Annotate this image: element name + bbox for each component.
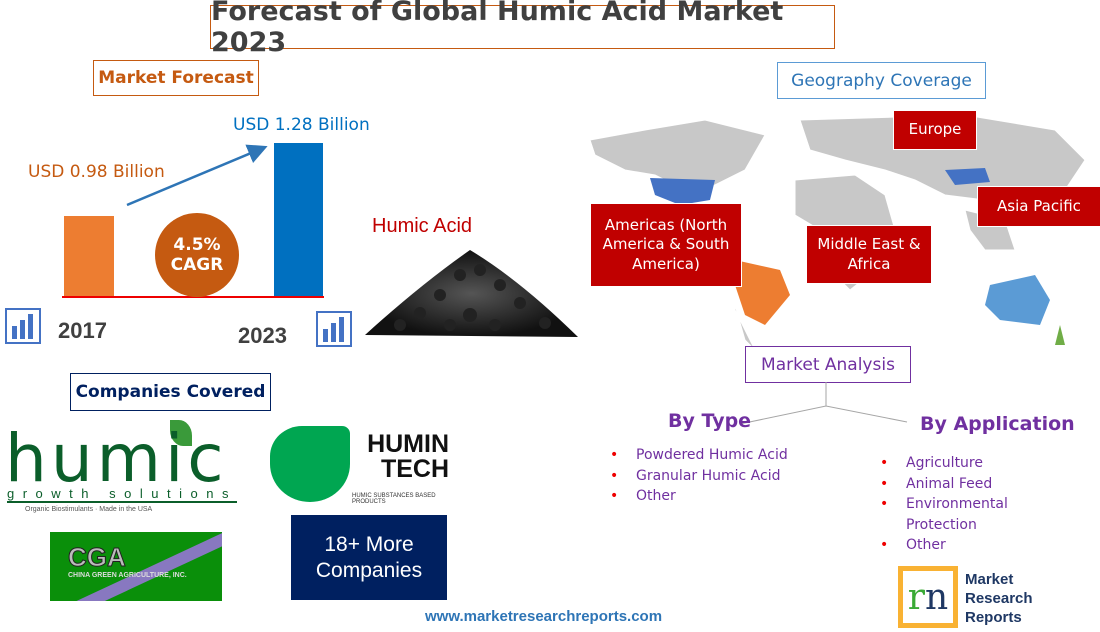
by-type-list: Powdered Humic Acid Granular Humic Acid … [610, 445, 788, 507]
humic-logo-sub: Organic Biostimulants · Made in the USA [25, 506, 153, 513]
list-item: Animal Feed [880, 474, 1030, 495]
leaf-icon [170, 420, 192, 446]
growth-arrow [126, 144, 268, 207]
cga-logo-name: CGA [68, 542, 127, 573]
humintech-logo-sub: HUMIC SUBSTANCES BASED PRODUCTS [352, 493, 436, 505]
geography-coverage-heading: Geography Coverage [777, 62, 986, 99]
region-europe: Europe [893, 110, 977, 150]
mrr-brand-text: Market Research Reports [965, 570, 1033, 627]
humic-logo: humic growth solutions Organic Biostimul… [5, 418, 237, 518]
leaf-circle-icon [270, 426, 350, 502]
more-companies-box: 18+ More Companies [291, 515, 447, 600]
bar-2023 [274, 143, 323, 296]
cagr-circle: 4.5% CAGR [155, 213, 239, 297]
humic-logo-name: humic [5, 420, 228, 497]
companies-covered-heading: Companies Covered [70, 373, 271, 411]
region-americas: Americas (North America & South America) [590, 203, 742, 287]
list-item: Other [880, 535, 1030, 556]
brand-line: Market [965, 571, 1014, 588]
baseline [62, 296, 324, 298]
humic-acid-label: Humic Acid [372, 215, 473, 237]
brand-line: Research [965, 590, 1033, 607]
year-2023: 2023 [238, 323, 287, 348]
cga-logo: CGA CHINA GREEN AGRICULTURE, INC. [50, 532, 222, 601]
humic-acid-image: Humic Acid [360, 195, 582, 343]
analysis-connector [739, 382, 908, 425]
value-2017: USD 0.98 Billion [28, 162, 165, 182]
list-item: Granular Humic Acid [610, 466, 788, 487]
list-item: Environmental Protection [880, 494, 1030, 535]
cga-logo-sub: CHINA GREEN AGRICULTURE, INC. [68, 572, 187, 579]
by-type-heading: By Type [668, 410, 752, 432]
humintech-logo: HUMIN TECH HUMIC SUBSTANCES BASED PRODUC… [270, 424, 453, 505]
humintech-logo-name: HUMIN TECH [367, 430, 449, 483]
brand-line: Reports [965, 609, 1022, 626]
market-analysis-heading: Market Analysis [745, 346, 911, 383]
website-url[interactable]: www.marketresearchreports.com [425, 608, 663, 625]
cagr-value: 4.5% [173, 235, 221, 255]
page-title: Forecast of Global Humic Acid Market 202… [210, 0, 835, 58]
cagr-label: CAGR [170, 255, 224, 275]
bar-chart-icon [5, 308, 41, 344]
region-middle-east-africa: Middle East & Africa [806, 225, 932, 284]
list-item: Powdered Humic Acid [610, 445, 788, 466]
by-application-list: Agriculture Animal Feed Environmental Pr… [880, 453, 1030, 556]
region-asia-pacific: Asia Pacific [977, 186, 1100, 227]
value-2023: USD 1.28 Billion [233, 115, 370, 135]
year-2017: 2017 [58, 318, 107, 343]
bar-2017 [64, 216, 114, 296]
list-item: Agriculture [880, 453, 1030, 474]
list-item: Other [610, 486, 788, 507]
humic-logo-tagline: growth solutions [7, 486, 237, 503]
market-forecast-heading: Market Forecast [93, 60, 259, 96]
bar-chart-icon [316, 311, 352, 347]
granules-pile [365, 250, 578, 337]
by-application-heading: By Application [920, 413, 1075, 435]
